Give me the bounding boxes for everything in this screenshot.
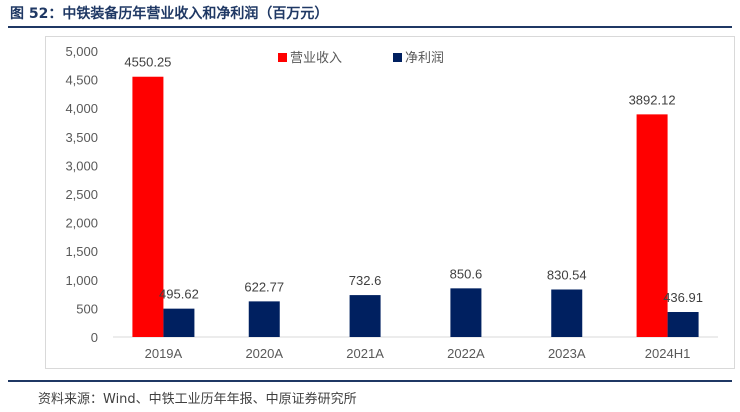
y-tick-label: 3,500 (65, 130, 98, 145)
x-tick-label: 2023A (548, 346, 586, 361)
net-profit-bar (163, 308, 195, 337)
data-label: 436.91 (663, 290, 703, 305)
net-profit-bar (349, 295, 381, 337)
net-profit-bar (450, 288, 482, 337)
revenue-bar (132, 76, 164, 337)
legend-swatch (393, 53, 402, 62)
chart-frame (45, 36, 735, 369)
y-tick-label: 1,500 (65, 244, 98, 259)
y-tick-label: 2,000 (65, 216, 98, 231)
x-tick-label: 2022A (447, 346, 485, 361)
net-profit-bar (248, 301, 280, 337)
x-tick-label: 2020A (245, 346, 283, 361)
x-tick-label: 2019A (145, 346, 183, 361)
bar-chart: 0 500 1,000 1,500 2,000 2,500 3,000 3,500 4,000 4… (65, 44, 718, 361)
y-tick-label: 4,500 (65, 73, 98, 88)
legend-label: 营业收入 (290, 51, 342, 66)
title-row: 图 52：中铁装备历年营业收入和净利润（百万元） (8, 0, 732, 28)
data-label: 495.62 (159, 287, 199, 302)
y-tick-label: 5,000 (65, 44, 98, 59)
chart-title: 图 52：中铁装备历年营业收入和净利润（百万元） (10, 6, 329, 22)
y-tick-label: 1,000 (65, 273, 98, 288)
y-tick-label: 3,000 (65, 158, 98, 173)
source-note: 资料来源：Wind、中铁工业历年年报、中原证券研究所 (38, 392, 357, 407)
x-tick-label: 2021A (346, 346, 384, 361)
net-profit-bar (551, 289, 583, 337)
data-label: 830.54 (547, 267, 587, 282)
data-label: 732.6 (349, 273, 382, 288)
y-tick-label: 0 (91, 330, 98, 345)
legend-swatch (278, 53, 287, 62)
data-label: 3892.12 (629, 92, 676, 107)
y-tick-label: 2,500 (65, 187, 98, 202)
legend-label: 净利润 (405, 51, 444, 66)
y-tick-label: 4,000 (65, 101, 98, 116)
revenue-bar (636, 114, 668, 338)
x-tick-label: 2024H1 (645, 346, 691, 361)
data-label: 850.6 (450, 266, 483, 281)
footer-row: 资料来源：Wind、中铁工业历年年报、中原证券研究所 (8, 380, 732, 412)
y-tick-label: 500 (76, 301, 98, 316)
data-label: 4550.25 (124, 55, 171, 70)
data-label: 622.77 (244, 279, 284, 294)
net-profit-bar (667, 312, 699, 337)
